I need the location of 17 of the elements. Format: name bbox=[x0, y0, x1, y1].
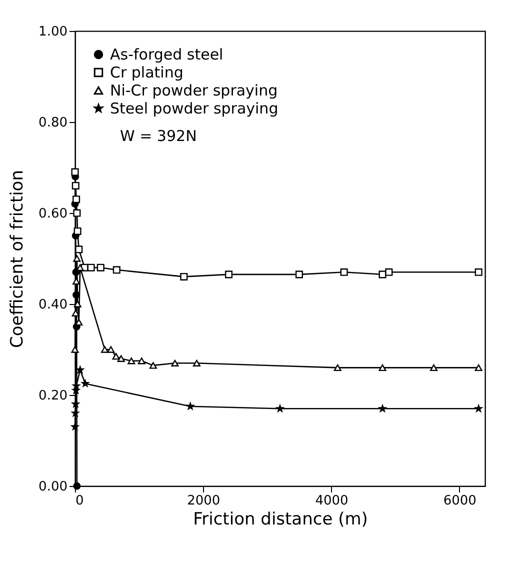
legend-label: Cr plating bbox=[110, 64, 184, 82]
legend-label: As-forged steel bbox=[110, 46, 224, 64]
y-tick-label: 0.00 bbox=[38, 480, 68, 494]
y-tick-label: 0.60 bbox=[38, 206, 68, 222]
x-tick-label: 4000 bbox=[315, 494, 348, 508]
y-axis-title: Coefficient of friction bbox=[8, 170, 28, 348]
y-tick-label: 0.40 bbox=[38, 298, 68, 312]
legend-label: Steel powder spraying bbox=[110, 100, 278, 118]
y-tick-label: 1.00 bbox=[38, 24, 68, 40]
x-tick-label: 2000 bbox=[187, 494, 220, 508]
legend-label: Ni-Cr powder spraying bbox=[110, 82, 278, 100]
x-tick-label: 0 bbox=[76, 494, 84, 508]
y-tick-label: 0.80 bbox=[38, 116, 68, 130]
x-tick-label: 6000 bbox=[443, 494, 476, 508]
annotation: W = 392N bbox=[120, 127, 197, 145]
x-axis-title: Friction distance (m) bbox=[193, 510, 368, 530]
y-tick-label: 0.20 bbox=[38, 388, 68, 404]
